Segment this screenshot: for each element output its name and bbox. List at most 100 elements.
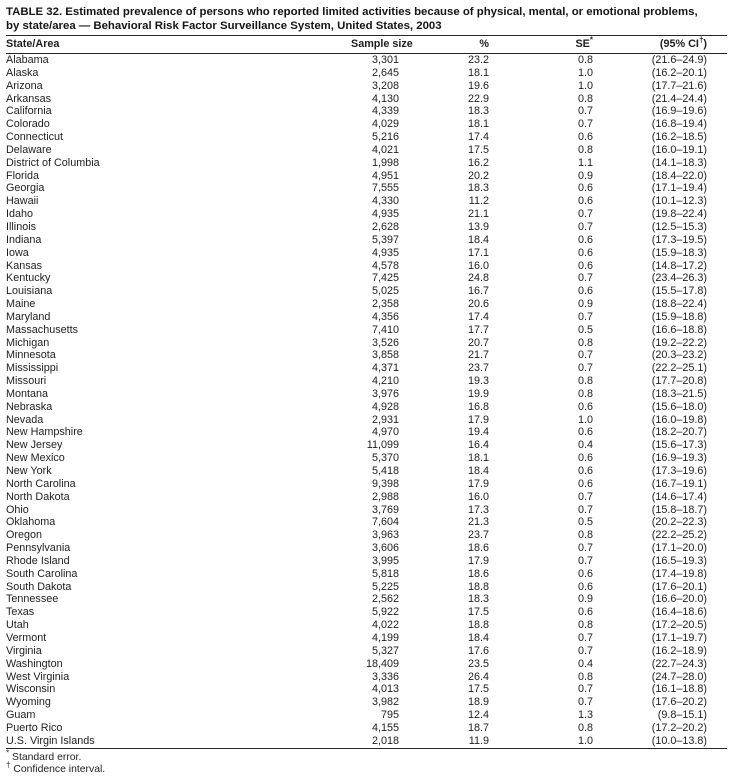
state-cell: Montana <box>6 387 49 400</box>
ci-cell: (17.2–20.2) <box>651 721 707 734</box>
se-cell: 1.0 <box>577 413 593 426</box>
column-header-state-area: State/Area <box>6 35 351 54</box>
percent-cell: 18.7 <box>467 721 489 734</box>
state-cell: New Hampshire <box>6 426 83 439</box>
percent-cell: 17.5 <box>467 683 489 696</box>
ci-cell: (21.4–24.4) <box>651 92 707 105</box>
se-cell: 0.8 <box>577 619 593 632</box>
sample-size-cell: 3,526 <box>371 336 399 349</box>
se-cell: 0.8 <box>577 375 593 388</box>
sample-size-cell: 2,358 <box>371 298 399 311</box>
ci-cell: (17.6–20.1) <box>651 580 707 593</box>
table-row: Minnesota 3,858 21.7 0.7 (20.3–23.2) <box>6 349 727 362</box>
table-row: Ohio 3,769 17.3 0.7 (15.8–18.7) <box>6 504 727 517</box>
ci-cell: (23.4–26.3) <box>651 272 707 285</box>
ci-cell: (17.3–19.5) <box>651 233 707 246</box>
sample-size-cell: 4,210 <box>371 375 399 388</box>
sample-size-cell: 3,769 <box>371 503 399 516</box>
state-cell: Washington <box>6 657 63 670</box>
state-cell: Connecticut <box>6 131 64 144</box>
sample-size-cell: 2,645 <box>371 66 399 79</box>
table-row: Missouri 4,210 19.3 0.8 (17.7–20.8) <box>6 375 727 388</box>
table-row: New Mexico 5,370 18.1 0.6 (16.9–19.3) <box>6 452 727 465</box>
ci-cell: (15.6–17.3) <box>651 439 707 452</box>
state-cell: Oklahoma <box>6 516 56 529</box>
sample-size-cell: 4,021 <box>371 143 399 156</box>
table-row: Guam 795 12.4 1.3 (9.8–15.1) <box>6 709 727 722</box>
header-row: State/Area Sample size % SE* (95% CI†) <box>6 35 727 54</box>
state-cell: Georgia <box>6 182 45 195</box>
ci-cell: (15.9–18.3) <box>651 246 707 259</box>
sample-size-cell: 3,982 <box>371 696 399 709</box>
ci-cell: (16.4–18.6) <box>651 606 707 619</box>
table-row: Puerto Rico 4,155 18.7 0.8 (17.2–20.2) <box>6 722 727 735</box>
percent-cell: 17.6 <box>467 644 489 657</box>
table-row: Oklahoma 7,604 21.3 0.5 (20.2–22.3) <box>6 516 727 529</box>
ci-cell: (9.8–15.1) <box>657 709 707 722</box>
sample-size-cell: 7,555 <box>371 182 399 195</box>
percent-cell: 21.1 <box>467 208 489 221</box>
table-row: Arizona 3,208 19.6 1.0 (17.7–21.6) <box>6 80 727 93</box>
se-cell: 0.6 <box>577 426 593 439</box>
percent-cell: 18.9 <box>467 696 489 709</box>
state-cell: West Virginia <box>6 670 70 683</box>
table-row: Indiana 5,397 18.4 0.6 (17.3–19.5) <box>6 234 727 247</box>
table-row: Alabama 3,301 23.2 0.8 (21.6–24.9) <box>6 54 727 67</box>
ci-cell: (22.2–25.1) <box>651 362 707 375</box>
percent-cell: 18.4 <box>467 631 489 644</box>
table-row: Connecticut 5,216 17.4 0.6 (16.2–18.5) <box>6 131 727 144</box>
state-cell: New Mexico <box>6 452 65 465</box>
se-cell: 0.7 <box>577 644 593 657</box>
sample-size-cell: 3,976 <box>371 387 399 400</box>
table-title-line1: TABLE 32. Estimated prevalence of person… <box>6 6 698 18</box>
state-cell: Maine <box>6 298 36 311</box>
table-row: U.S. Virgin Islands 2,018 11.9 1.0 (10.0–13.… <box>6 734 727 749</box>
state-cell: Guam <box>6 709 36 722</box>
table-row: South Carolina 5,818 18.6 0.6 (17.4–19.8) <box>6 568 727 581</box>
ci-cell: (15.8–18.7) <box>651 503 707 516</box>
sample-size-cell: 4,022 <box>371 619 399 632</box>
state-cell: Minnesota <box>6 349 56 362</box>
sample-size-cell: 4,339 <box>371 105 399 118</box>
footnote-standard-error: * Standard error. <box>6 748 82 763</box>
percent-cell: 17.5 <box>467 606 489 619</box>
percent-cell: 17.3 <box>467 503 489 516</box>
table-row: New Jersey 11,099 16.4 0.4 (15.6–17.3) <box>6 439 727 452</box>
sample-size-cell: 4,029 <box>371 118 399 131</box>
ci-cell: (18.8–22.4) <box>651 298 707 311</box>
percent-cell: 20.6 <box>467 298 489 311</box>
se-cell: 0.6 <box>577 400 593 413</box>
se-cell: 0.7 <box>577 105 593 118</box>
se-cell: 0.6 <box>577 285 593 298</box>
percent-cell: 18.3 <box>467 593 489 606</box>
table-row: North Dakota 2,988 16.0 0.7 (14.6–17.4) <box>6 491 727 504</box>
state-cell: Hawaii <box>6 195 39 208</box>
state-cell: Mississippi <box>6 362 59 375</box>
ci-cell: (16.6–18.8) <box>651 323 707 336</box>
state-cell: Vermont <box>6 631 47 644</box>
percent-cell: 18.4 <box>467 233 489 246</box>
state-cell: Alabama <box>6 54 49 66</box>
se-cell: 0.7 <box>577 272 593 285</box>
table-row: Arkansas 4,130 22.9 0.8 (21.4–24.4) <box>6 93 727 106</box>
se-cell: 1.1 <box>577 156 593 169</box>
state-cell: Louisiana <box>6 285 53 298</box>
ci-cell: (16.6–20.0) <box>651 593 707 606</box>
sample-size-cell: 3,858 <box>371 349 399 362</box>
state-cell: Colorado <box>6 118 50 131</box>
state-cell: North Carolina <box>6 477 76 490</box>
ci-cell: (20.3–23.2) <box>651 349 707 362</box>
se-cell: 0.7 <box>577 349 593 362</box>
ci-cell: (12.5–15.3) <box>651 220 707 233</box>
state-cell: Indiana <box>6 233 42 246</box>
state-cell: Delaware <box>6 143 52 156</box>
table-row: Pennsylvania 3,606 18.6 0.7 (17.1–20.0) <box>6 542 727 555</box>
sample-size-cell: 4,578 <box>371 259 399 272</box>
se-cell: 0.7 <box>577 503 593 516</box>
table-title: TABLE 32. Estimated prevalence of person… <box>6 5 727 33</box>
ci-cell: (20.2–22.3) <box>651 516 707 529</box>
se-cell: 0.6 <box>577 182 593 195</box>
se-cell: 0.6 <box>577 465 593 477</box>
sample-size-cell: 18,409 <box>365 657 399 670</box>
